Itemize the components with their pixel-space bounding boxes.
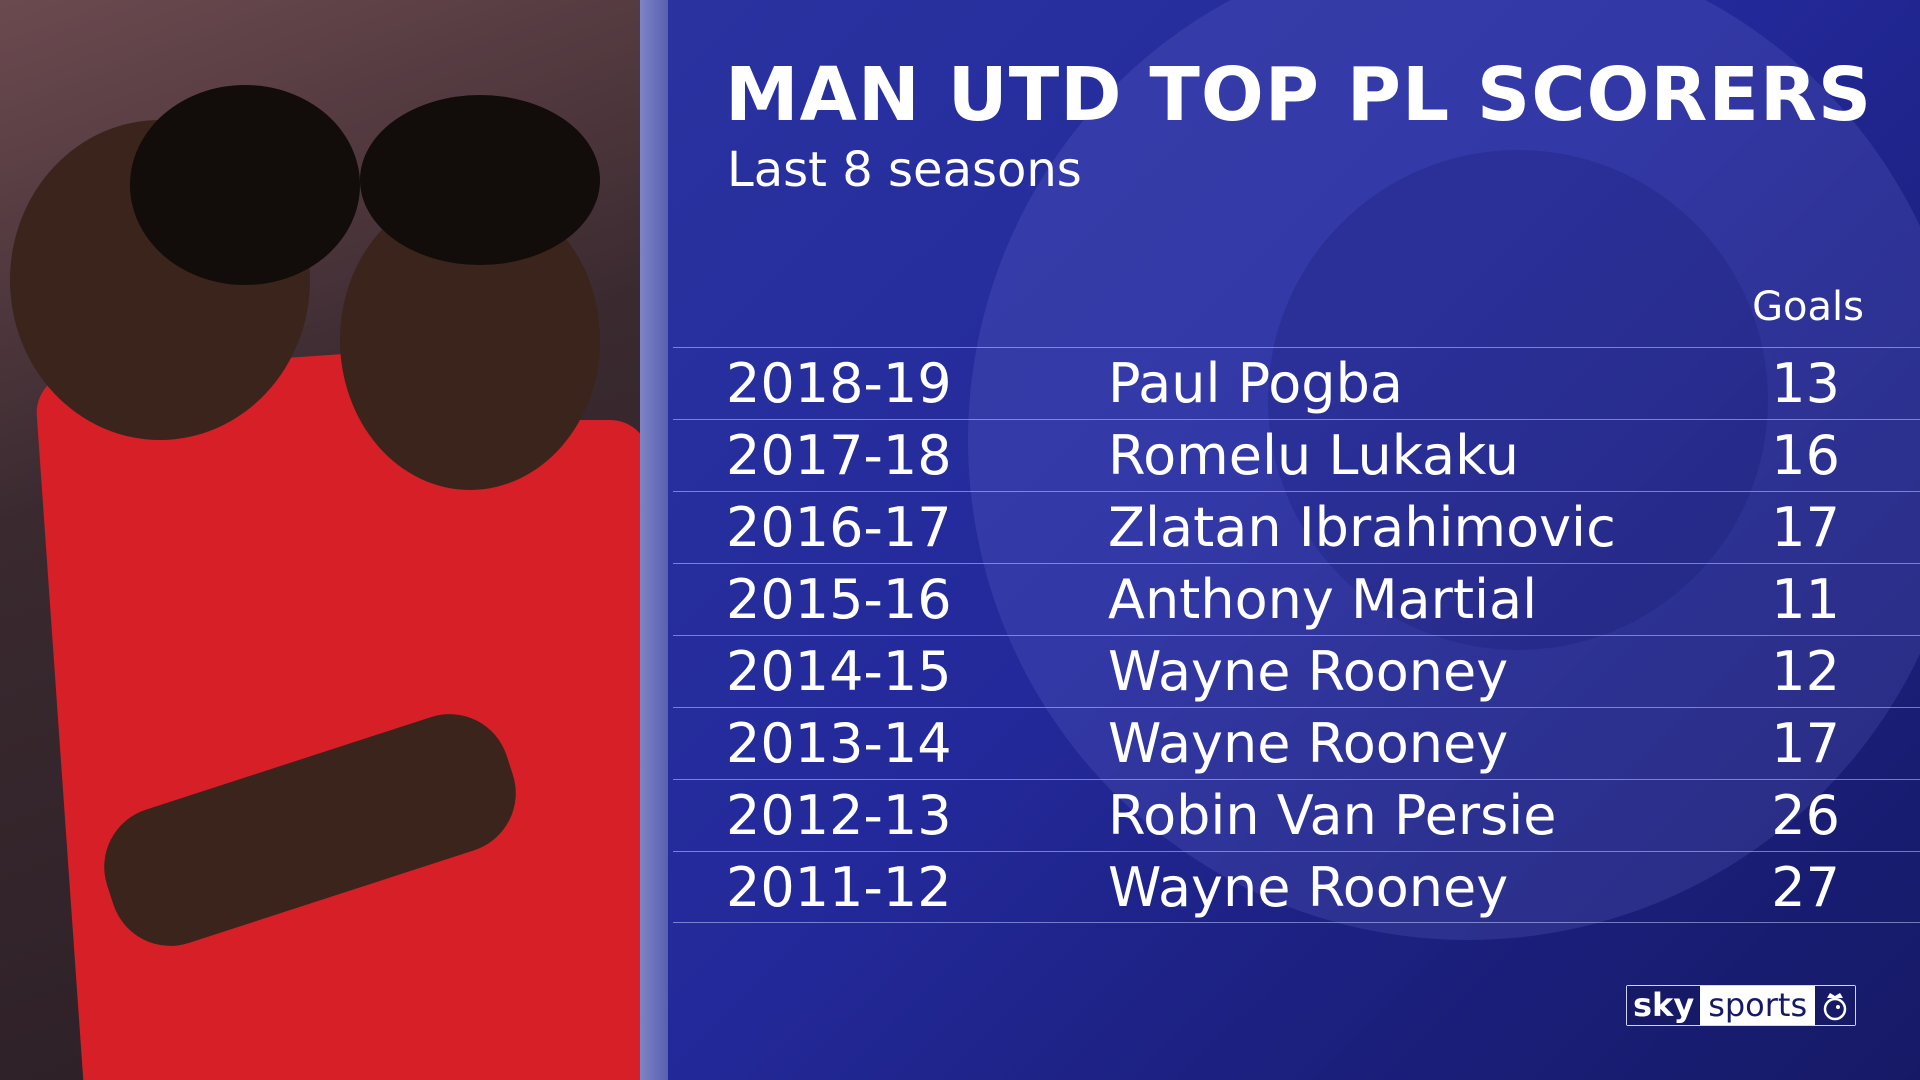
goals: 12 bbox=[1771, 640, 1840, 703]
divider-strip bbox=[640, 0, 668, 1080]
goals: 17 bbox=[1771, 712, 1840, 775]
season: 2013-14 bbox=[726, 712, 952, 775]
season: 2012-13 bbox=[726, 784, 952, 847]
goals: 13 bbox=[1771, 352, 1840, 415]
player: Anthony Martial bbox=[1108, 568, 1538, 631]
player: Wayne Rooney bbox=[1108, 712, 1509, 775]
page-subtitle: Last 8 seasons bbox=[727, 142, 1082, 198]
goals: 26 bbox=[1771, 784, 1840, 847]
table-row: 2016-17 Zlatan Ibrahimovic 17 bbox=[673, 491, 1920, 563]
season: 2016-17 bbox=[726, 496, 952, 559]
table-row: 2014-15 Wayne Rooney 12 bbox=[673, 635, 1920, 707]
season: 2015-16 bbox=[726, 568, 952, 631]
season: 2014-15 bbox=[726, 640, 952, 703]
logo-sports: sports bbox=[1700, 986, 1816, 1025]
player: Robin Van Persie bbox=[1108, 784, 1557, 847]
goals: 16 bbox=[1771, 424, 1840, 487]
player: Wayne Rooney bbox=[1108, 856, 1509, 919]
table-row: 2015-16 Anthony Martial 11 bbox=[673, 563, 1920, 635]
goals: 11 bbox=[1771, 568, 1840, 631]
table-row: 2017-18 Romelu Lukaku 16 bbox=[673, 419, 1920, 491]
goals: 27 bbox=[1771, 856, 1840, 919]
player: Zlatan Ibrahimovic bbox=[1108, 496, 1616, 559]
page-title: MAN UTD TOP PL SCORERS bbox=[725, 52, 1873, 138]
goals: 17 bbox=[1771, 496, 1840, 559]
table-row: 2011-12 Wayne Rooney 27 bbox=[673, 851, 1920, 923]
player: Paul Pogba bbox=[1108, 352, 1403, 415]
stats-panel bbox=[668, 0, 1920, 1080]
season: 2017-18 bbox=[726, 424, 952, 487]
player: Wayne Rooney bbox=[1108, 640, 1509, 703]
season: 2018-19 bbox=[726, 352, 952, 415]
table-row: 2012-13 Robin Van Persie 26 bbox=[673, 779, 1920, 851]
season: 2011-12 bbox=[726, 856, 952, 919]
goals-column-header: Goals bbox=[1752, 284, 1864, 330]
sky-sports-logo: sky sports bbox=[1626, 985, 1857, 1026]
scorers-table: 2018-19 Paul Pogba 13 2017-18 Romelu Lukaku… bbox=[673, 347, 1920, 923]
table-row: 2018-19 Paul Pogba 13 bbox=[673, 347, 1920, 419]
table-row: 2013-14 Wayne Rooney 17 bbox=[673, 707, 1920, 779]
premier-league-lion-icon bbox=[1815, 986, 1856, 1025]
players-celebration-photo bbox=[0, 0, 640, 1080]
player: Romelu Lukaku bbox=[1108, 424, 1519, 487]
logo-sky: sky bbox=[1627, 986, 1701, 1025]
